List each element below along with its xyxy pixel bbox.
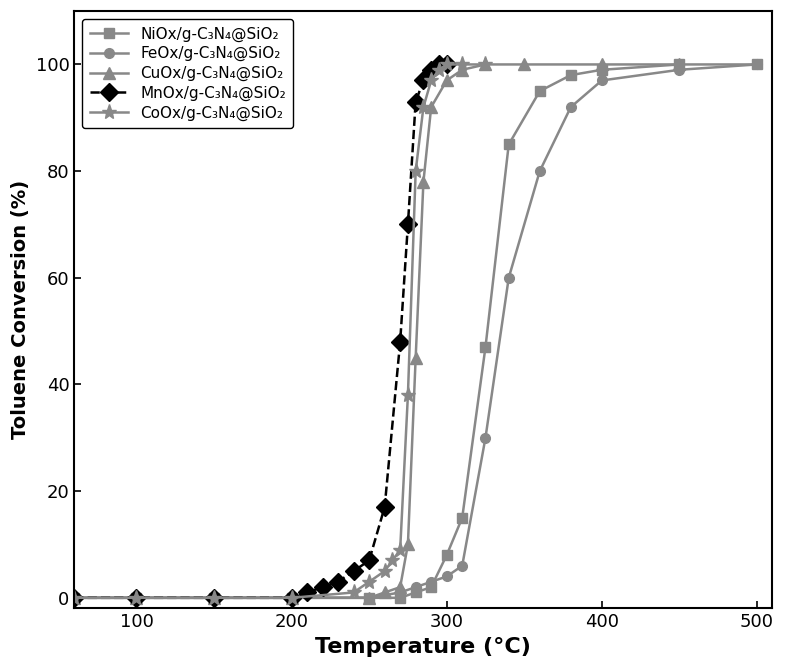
MnOx/g-C₃N₄@SiO₂ <box>411 98 420 106</box>
NiOx/g-C₃N₄@SiO₂ <box>442 551 452 559</box>
FeOx/g-C₃N₄@SiO₂ <box>504 274 513 282</box>
NiOx/g-C₃N₄@SiO₂ <box>674 60 684 68</box>
CuOx/g-C₃N₄@SiO₂ <box>419 178 428 186</box>
CuOx/g-C₃N₄@SiO₂ <box>481 60 490 68</box>
CoOx/g-C₃N₄@SiO₂ <box>411 167 420 175</box>
Line: CoOx/g-C₃N₄@SiO₂: CoOx/g-C₃N₄@SiO₂ <box>67 57 493 605</box>
CuOx/g-C₃N₄@SiO₂ <box>209 594 219 602</box>
CoOx/g-C₃N₄@SiO₂ <box>419 103 428 111</box>
CuOx/g-C₃N₄@SiO₂ <box>364 594 374 602</box>
CoOx/g-C₃N₄@SiO₂ <box>403 391 412 399</box>
CuOx/g-C₃N₄@SiO₂ <box>286 594 296 602</box>
FeOx/g-C₃N₄@SiO₂ <box>442 572 452 580</box>
CoOx/g-C₃N₄@SiO₂ <box>388 556 397 564</box>
FeOx/g-C₃N₄@SiO₂ <box>597 76 607 84</box>
CuOx/g-C₃N₄@SiO₂ <box>597 60 607 68</box>
NiOx/g-C₃N₄@SiO₂ <box>597 65 607 73</box>
CuOx/g-C₃N₄@SiO₂ <box>442 76 452 84</box>
NiOx/g-C₃N₄@SiO₂ <box>427 583 436 591</box>
NiOx/g-C₃N₄@SiO₂ <box>752 60 762 68</box>
CoOx/g-C₃N₄@SiO₂ <box>380 567 390 575</box>
CoOx/g-C₃N₄@SiO₂ <box>364 578 374 586</box>
CoOx/g-C₃N₄@SiO₂ <box>395 546 405 554</box>
CoOx/g-C₃N₄@SiO₂ <box>442 60 452 68</box>
Y-axis label: Toluene Conversion (%): Toluene Conversion (%) <box>11 180 30 440</box>
MnOx/g-C₃N₄@SiO₂ <box>403 220 412 228</box>
FeOx/g-C₃N₄@SiO₂ <box>395 589 405 597</box>
FeOx/g-C₃N₄@SiO₂ <box>481 434 490 442</box>
MnOx/g-C₃N₄@SiO₂ <box>334 578 343 586</box>
FeOx/g-C₃N₄@SiO₂ <box>70 594 79 602</box>
MnOx/g-C₃N₄@SiO₂ <box>380 503 390 511</box>
NiOx/g-C₃N₄@SiO₂ <box>286 594 296 602</box>
MnOx/g-C₃N₄@SiO₂ <box>70 594 79 602</box>
MnOx/g-C₃N₄@SiO₂ <box>302 589 312 597</box>
NiOx/g-C₃N₄@SiO₂ <box>535 87 545 95</box>
CoOx/g-C₃N₄@SiO₂ <box>286 594 296 602</box>
NiOx/g-C₃N₄@SiO₂ <box>504 140 513 148</box>
MnOx/g-C₃N₄@SiO₂ <box>419 76 428 84</box>
NiOx/g-C₃N₄@SiO₂ <box>481 343 490 351</box>
CuOx/g-C₃N₄@SiO₂ <box>457 65 467 73</box>
NiOx/g-C₃N₄@SiO₂ <box>209 594 219 602</box>
NiOx/g-C₃N₄@SiO₂ <box>411 589 420 597</box>
Line: FeOx/g-C₃N₄@SiO₂: FeOx/g-C₃N₄@SiO₂ <box>69 59 762 603</box>
NiOx/g-C₃N₄@SiO₂ <box>131 594 141 602</box>
NiOx/g-C₃N₄@SiO₂ <box>457 514 467 522</box>
CuOx/g-C₃N₄@SiO₂ <box>380 589 390 597</box>
CoOx/g-C₃N₄@SiO₂ <box>434 65 444 73</box>
FeOx/g-C₃N₄@SiO₂ <box>566 103 575 111</box>
MnOx/g-C₃N₄@SiO₂ <box>442 60 452 68</box>
MnOx/g-C₃N₄@SiO₂ <box>427 65 436 73</box>
Legend: NiOx/g-C₃N₄@SiO₂, FeOx/g-C₃N₄@SiO₂, CuOx/g-C₃N₄@SiO₂, MnOx/g-C₃N₄@SiO₂, CoOx/g-C: NiOx/g-C₃N₄@SiO₂, FeOx/g-C₃N₄@SiO₂, CuOx… <box>82 19 294 128</box>
FeOx/g-C₃N₄@SiO₂ <box>131 594 141 602</box>
FeOx/g-C₃N₄@SiO₂ <box>535 167 545 175</box>
FeOx/g-C₃N₄@SiO₂ <box>364 594 374 602</box>
CoOx/g-C₃N₄@SiO₂ <box>457 60 467 68</box>
FeOx/g-C₃N₄@SiO₂ <box>752 60 762 68</box>
CoOx/g-C₃N₄@SiO₂ <box>70 594 79 602</box>
MnOx/g-C₃N₄@SiO₂ <box>364 556 374 564</box>
NiOx/g-C₃N₄@SiO₂ <box>70 594 79 602</box>
CuOx/g-C₃N₄@SiO₂ <box>403 540 412 548</box>
FeOx/g-C₃N₄@SiO₂ <box>674 65 684 73</box>
CuOx/g-C₃N₄@SiO₂ <box>674 60 684 68</box>
Line: MnOx/g-C₃N₄@SiO₂: MnOx/g-C₃N₄@SiO₂ <box>68 58 453 604</box>
FeOx/g-C₃N₄@SiO₂ <box>411 583 420 591</box>
X-axis label: Temperature (°C): Temperature (°C) <box>316 637 531 657</box>
NiOx/g-C₃N₄@SiO₂ <box>395 594 405 602</box>
MnOx/g-C₃N₄@SiO₂ <box>286 594 296 602</box>
MnOx/g-C₃N₄@SiO₂ <box>209 594 219 602</box>
MnOx/g-C₃N₄@SiO₂ <box>434 60 444 68</box>
NiOx/g-C₃N₄@SiO₂ <box>364 594 374 602</box>
FeOx/g-C₃N₄@SiO₂ <box>286 594 296 602</box>
CuOx/g-C₃N₄@SiO₂ <box>131 594 141 602</box>
CuOx/g-C₃N₄@SiO₂ <box>411 354 420 362</box>
NiOx/g-C₃N₄@SiO₂ <box>566 71 575 79</box>
Line: NiOx/g-C₃N₄@SiO₂: NiOx/g-C₃N₄@SiO₂ <box>69 59 762 603</box>
CuOx/g-C₃N₄@SiO₂ <box>70 594 79 602</box>
CoOx/g-C₃N₄@SiO₂ <box>427 76 436 84</box>
CoOx/g-C₃N₄@SiO₂ <box>349 589 358 597</box>
CoOx/g-C₃N₄@SiO₂ <box>481 60 490 68</box>
MnOx/g-C₃N₄@SiO₂ <box>131 594 141 602</box>
CuOx/g-C₃N₄@SiO₂ <box>427 103 436 111</box>
FeOx/g-C₃N₄@SiO₂ <box>209 594 219 602</box>
FeOx/g-C₃N₄@SiO₂ <box>457 562 467 570</box>
CuOx/g-C₃N₄@SiO₂ <box>519 60 529 68</box>
FeOx/g-C₃N₄@SiO₂ <box>427 578 436 586</box>
CuOx/g-C₃N₄@SiO₂ <box>395 583 405 591</box>
MnOx/g-C₃N₄@SiO₂ <box>395 338 405 346</box>
CoOx/g-C₃N₄@SiO₂ <box>209 594 219 602</box>
Line: CuOx/g-C₃N₄@SiO₂: CuOx/g-C₃N₄@SiO₂ <box>68 59 685 603</box>
CoOx/g-C₃N₄@SiO₂ <box>131 594 141 602</box>
MnOx/g-C₃N₄@SiO₂ <box>318 583 327 591</box>
MnOx/g-C₃N₄@SiO₂ <box>349 567 358 575</box>
